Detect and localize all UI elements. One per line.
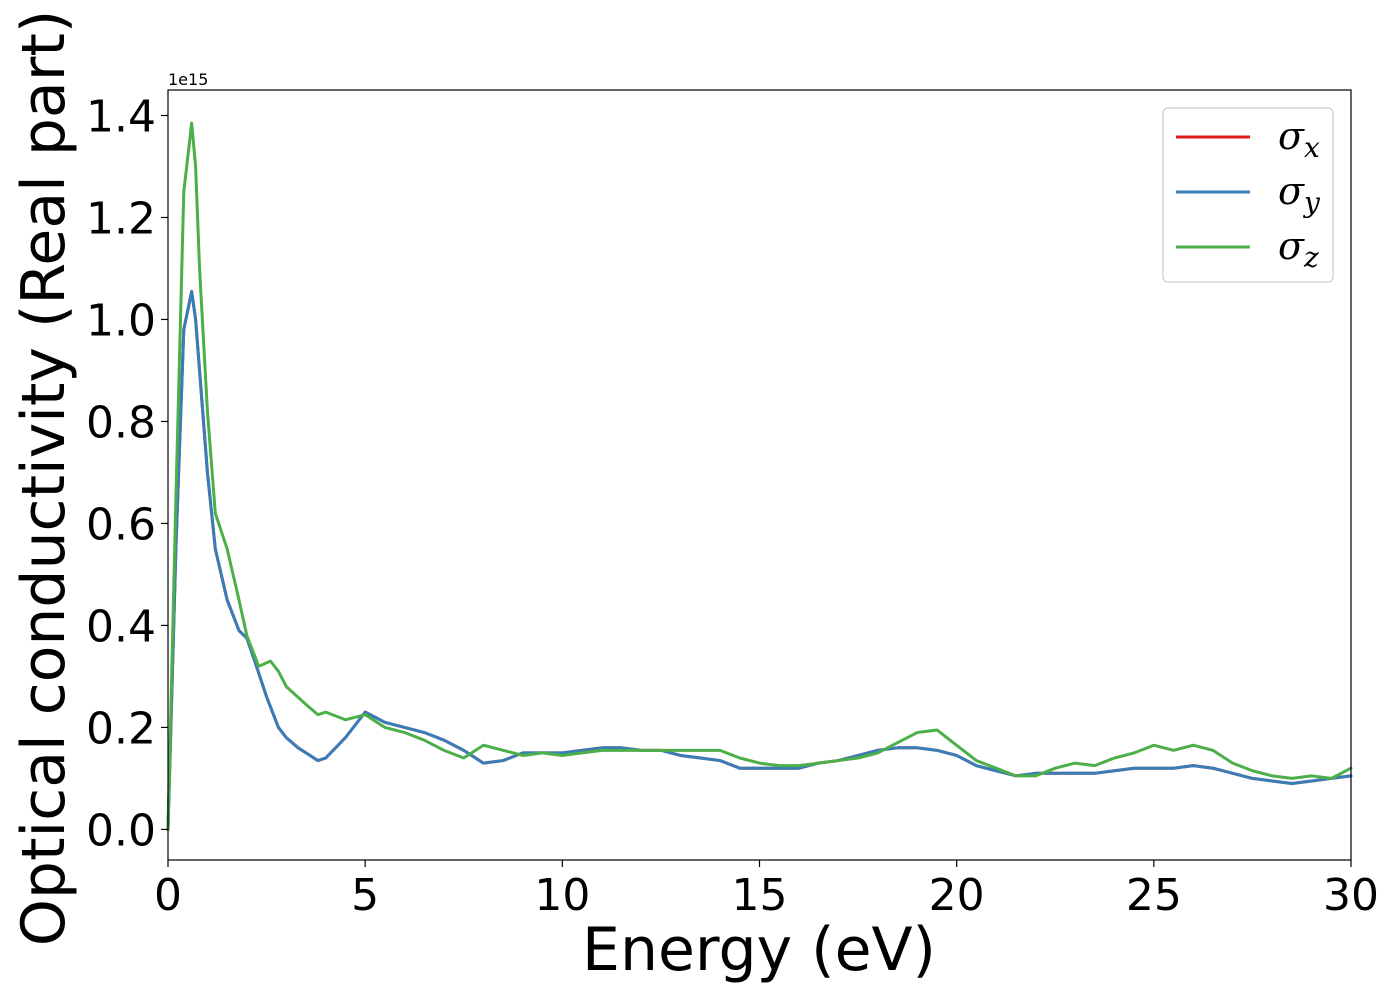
series-line-x bbox=[166, 289, 1353, 831]
x-tick-label: 15 bbox=[732, 870, 788, 921]
y-tick-label: 1.0 bbox=[86, 295, 156, 346]
y-tick-label: 1.2 bbox=[86, 193, 156, 244]
x-tick-label: 20 bbox=[929, 870, 985, 921]
y-offset-label: 1e15 bbox=[168, 70, 208, 89]
x-tick-label: 0 bbox=[154, 870, 182, 921]
y-axis-title: Optical conductivity (Real part) bbox=[9, 10, 79, 947]
y-tick-label: 0.2 bbox=[86, 703, 156, 754]
y-tick-label: 0.0 bbox=[86, 805, 156, 856]
series-line-z bbox=[166, 121, 1353, 831]
x-axis-ticks: 0 5 10 15 20 25 30 bbox=[154, 860, 1379, 921]
x-axis-title: Energy (eV) bbox=[582, 915, 936, 985]
legend-box bbox=[1162, 107, 1334, 283]
y-tick-label: 0.8 bbox=[86, 397, 156, 448]
series-line-y bbox=[166, 289, 1353, 831]
y-tick-label: 1.4 bbox=[86, 91, 156, 142]
x-tick-label: 5 bbox=[351, 870, 379, 921]
y-tick-label: 0.4 bbox=[86, 601, 156, 652]
x-tick-label: 25 bbox=[1126, 870, 1182, 921]
plot-lines bbox=[166, 121, 1353, 831]
x-tick-label: 10 bbox=[534, 870, 590, 921]
x-tick-label: 30 bbox=[1323, 870, 1379, 921]
y-tick-label: 0.6 bbox=[86, 499, 156, 550]
y-axis-ticks: 0.0 0.2 0.4 0.6 0.8 1.0 1.2 1.4 bbox=[86, 91, 168, 856]
